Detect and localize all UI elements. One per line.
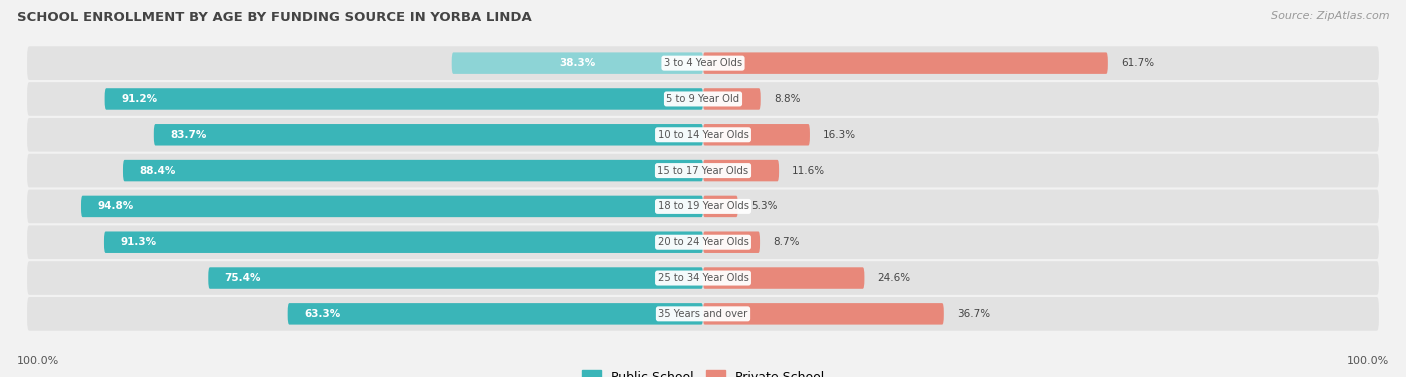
Legend: Public School, Private School: Public School, Private School [576, 365, 830, 377]
Text: 18 to 19 Year Olds: 18 to 19 Year Olds [658, 201, 748, 211]
Text: 35 Years and over: 35 Years and over [658, 309, 748, 319]
FancyBboxPatch shape [703, 303, 943, 325]
Text: 100.0%: 100.0% [1347, 356, 1389, 366]
Text: 36.7%: 36.7% [957, 309, 990, 319]
FancyBboxPatch shape [703, 124, 810, 146]
FancyBboxPatch shape [82, 196, 703, 217]
FancyBboxPatch shape [703, 196, 738, 217]
FancyBboxPatch shape [27, 297, 1379, 331]
FancyBboxPatch shape [27, 261, 1379, 295]
FancyBboxPatch shape [153, 124, 703, 146]
Text: 10 to 14 Year Olds: 10 to 14 Year Olds [658, 130, 748, 140]
Text: 63.3%: 63.3% [304, 309, 340, 319]
FancyBboxPatch shape [703, 160, 779, 181]
Text: SCHOOL ENROLLMENT BY AGE BY FUNDING SOURCE IN YORBA LINDA: SCHOOL ENROLLMENT BY AGE BY FUNDING SOUR… [17, 11, 531, 24]
Text: 94.8%: 94.8% [97, 201, 134, 211]
Text: 25 to 34 Year Olds: 25 to 34 Year Olds [658, 273, 748, 283]
FancyBboxPatch shape [104, 231, 703, 253]
Text: 15 to 17 Year Olds: 15 to 17 Year Olds [658, 166, 748, 176]
FancyBboxPatch shape [208, 267, 703, 289]
FancyBboxPatch shape [703, 88, 761, 110]
FancyBboxPatch shape [703, 231, 761, 253]
Text: 91.3%: 91.3% [121, 237, 156, 247]
Text: 61.7%: 61.7% [1121, 58, 1154, 68]
FancyBboxPatch shape [122, 160, 703, 181]
Text: 8.7%: 8.7% [773, 237, 800, 247]
Text: 83.7%: 83.7% [170, 130, 207, 140]
FancyBboxPatch shape [703, 52, 1108, 74]
Text: 5 to 9 Year Old: 5 to 9 Year Old [666, 94, 740, 104]
Text: 88.4%: 88.4% [139, 166, 176, 176]
FancyBboxPatch shape [27, 154, 1379, 187]
Text: 5.3%: 5.3% [751, 201, 778, 211]
Text: 3 to 4 Year Olds: 3 to 4 Year Olds [664, 58, 742, 68]
FancyBboxPatch shape [104, 88, 703, 110]
Text: Source: ZipAtlas.com: Source: ZipAtlas.com [1271, 11, 1389, 21]
FancyBboxPatch shape [27, 190, 1379, 223]
Text: 24.6%: 24.6% [877, 273, 911, 283]
Text: 75.4%: 75.4% [225, 273, 262, 283]
FancyBboxPatch shape [27, 118, 1379, 152]
Text: 100.0%: 100.0% [17, 356, 59, 366]
FancyBboxPatch shape [27, 82, 1379, 116]
Text: 8.8%: 8.8% [773, 94, 800, 104]
Text: 38.3%: 38.3% [560, 58, 596, 68]
Text: 20 to 24 Year Olds: 20 to 24 Year Olds [658, 237, 748, 247]
Text: 11.6%: 11.6% [792, 166, 825, 176]
FancyBboxPatch shape [27, 46, 1379, 80]
FancyBboxPatch shape [27, 225, 1379, 259]
FancyBboxPatch shape [703, 267, 865, 289]
FancyBboxPatch shape [451, 52, 703, 74]
Text: 91.2%: 91.2% [121, 94, 157, 104]
Text: 16.3%: 16.3% [823, 130, 856, 140]
FancyBboxPatch shape [288, 303, 703, 325]
